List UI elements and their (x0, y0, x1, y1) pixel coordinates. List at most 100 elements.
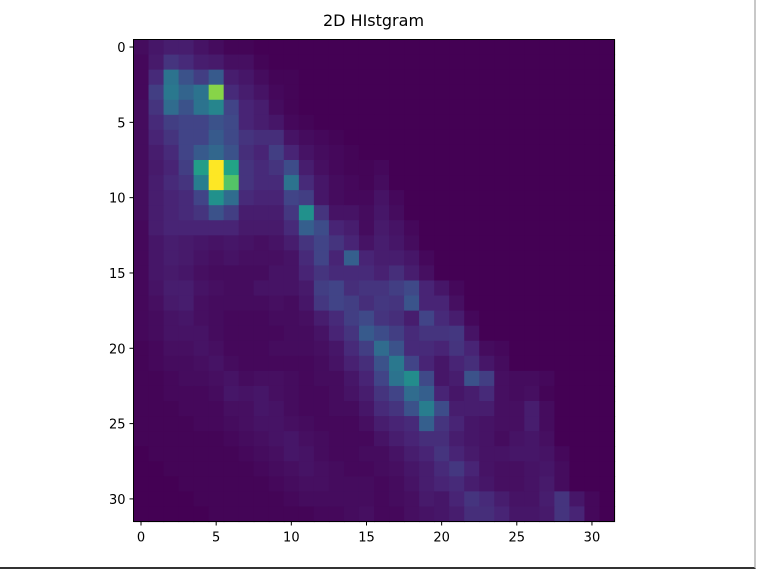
heatmap-cell (449, 144, 465, 161)
heatmap-cell (584, 129, 601, 146)
x-tick-label: 5 (212, 531, 220, 546)
heatmap-cell (389, 99, 405, 116)
heatmap-cell (539, 340, 555, 357)
heatmap-cell (163, 325, 180, 342)
heatmap-cell (238, 416, 255, 432)
heatmap-cell (509, 280, 525, 297)
heatmap-cell (374, 476, 390, 492)
heatmap-cell (584, 84, 601, 101)
heatmap-cell (389, 280, 405, 297)
heatmap-cell (238, 54, 255, 71)
heatmap-cell (524, 235, 540, 251)
heatmap-cell (389, 491, 405, 508)
heatmap-cell (283, 280, 300, 297)
heatmap-cell (464, 431, 480, 447)
heatmap-cell (449, 461, 465, 477)
heatmap-cell (223, 325, 240, 342)
heatmap-cell (419, 446, 435, 462)
heatmap-cell (554, 99, 571, 116)
heatmap-cell (539, 506, 555, 523)
heatmap-cell (404, 416, 420, 432)
heatmap-cell (178, 431, 195, 447)
heatmap-cell (599, 235, 616, 251)
heatmap-cell (434, 461, 450, 477)
heatmap-cell (449, 340, 465, 357)
heatmap-cell (509, 401, 525, 417)
heatmap-cell (599, 69, 616, 86)
heatmap-cell (584, 446, 601, 462)
heatmap-cell (268, 355, 285, 372)
y-tick-label: 20 (109, 342, 126, 357)
heatmap-cell (524, 160, 540, 176)
heatmap-cell (509, 84, 525, 101)
heatmap-cell (208, 190, 225, 206)
heatmap-cell (253, 84, 270, 101)
heatmap-cell (494, 295, 510, 312)
x-tick-label: 20 (433, 531, 450, 546)
heatmap-cell (389, 160, 405, 176)
heatmap-cell (509, 99, 525, 116)
heatmap-cell (569, 325, 586, 342)
heatmap-cell (133, 205, 150, 221)
heatmap-cell (283, 144, 300, 161)
heatmap-cell (464, 220, 480, 236)
heatmap-cell (328, 310, 345, 327)
heatmap-cell (554, 250, 571, 267)
heatmap-cell (313, 310, 330, 327)
heatmap-cell (584, 295, 601, 312)
heatmap-cell (208, 235, 225, 251)
heatmap-cell (223, 129, 240, 146)
heatmap-cell (133, 280, 150, 297)
heatmap-cell (539, 385, 555, 402)
heatmap-cell (148, 84, 165, 101)
heatmap-cell (509, 476, 525, 492)
heatmap-cell (178, 446, 195, 462)
heatmap-cell (328, 54, 345, 71)
heatmap-cell (599, 416, 616, 432)
heatmap-cell (133, 235, 150, 251)
heatmap-cell (434, 280, 450, 297)
heatmap-cell (509, 295, 525, 312)
heatmap-cell (524, 355, 540, 372)
heatmap-cell (193, 265, 210, 282)
heatmap-cell (148, 355, 165, 372)
heatmap-cell (148, 385, 165, 402)
heatmap-cell (524, 175, 540, 191)
heatmap-cell (208, 310, 225, 327)
heatmap-cell (313, 491, 330, 508)
heatmap-cell (374, 355, 390, 372)
heatmap-cell (313, 99, 330, 116)
heatmap-cell (599, 250, 616, 267)
heatmap-cell (178, 340, 195, 357)
heatmap-cell (494, 175, 510, 191)
heatmap-cell (554, 295, 571, 312)
heatmap-cell (238, 491, 255, 508)
heatmap-cell (494, 370, 510, 387)
heatmap-cell (374, 84, 390, 101)
heatmap-cell (223, 340, 240, 357)
heatmap-cell (343, 310, 360, 327)
heatmap-cell (133, 114, 150, 131)
heatmap-cell (464, 280, 480, 297)
heatmap-cell (298, 235, 315, 251)
heatmap-cell (268, 144, 285, 161)
heatmap-cell (494, 129, 510, 146)
heatmap-cell (419, 265, 435, 282)
heatmap-cell (313, 416, 330, 432)
heatmap-cell (479, 144, 495, 161)
heatmap-cell (238, 84, 255, 101)
heatmap-cell (343, 431, 360, 447)
heatmap-cell (178, 370, 195, 387)
heatmap-cell (193, 476, 210, 492)
heatmap-cell (539, 160, 555, 176)
heatmap-cell (313, 54, 330, 71)
heatmap-cell (404, 69, 420, 86)
heatmap-cell (358, 340, 375, 357)
heatmap-cell (449, 99, 465, 116)
heatmap-cell (569, 491, 586, 508)
heatmap-cell (584, 506, 601, 523)
heatmap-cell (524, 461, 540, 477)
heatmap-cell (283, 84, 300, 101)
heatmap-cell (313, 220, 330, 236)
heatmap-cell (554, 175, 571, 191)
